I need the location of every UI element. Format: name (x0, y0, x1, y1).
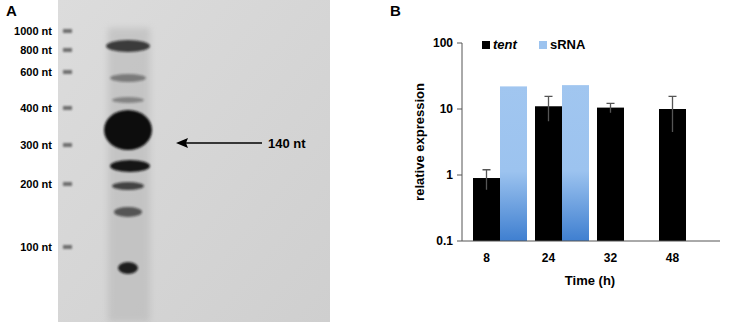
arrow (184, 142, 262, 144)
ladder-band (63, 245, 72, 249)
ladder-label: 300 nt (20, 139, 52, 151)
legend-label: sRNA (550, 37, 586, 52)
bar (535, 106, 562, 241)
x-axis (462, 241, 720, 242)
bar (500, 86, 527, 241)
ladder-band (63, 106, 72, 110)
y-tick (457, 241, 462, 242)
panel-b: 0.1 1 10 100 8 24 32 48 Time (h) relative express… (412, 36, 720, 288)
y-tick-label: 10 (440, 102, 454, 116)
y-tick-label: 1 (446, 168, 453, 182)
y-tick-label: 0.1 (436, 234, 453, 248)
band (112, 182, 144, 190)
blot-background (58, 0, 330, 322)
ladder-label: 1000 nt (14, 25, 52, 37)
figure: 1000 nt800 nt600 nt400 nt300 nt200 nt100… (0, 0, 745, 322)
ladder-label: 400 nt (20, 102, 52, 114)
lane-smear (108, 28, 150, 322)
error-bar (669, 96, 677, 131)
ladder-label: 100 nt (20, 241, 52, 253)
x-tick-label: 24 (542, 251, 556, 265)
legend-label: tent (493, 37, 518, 52)
ladder-band (63, 143, 72, 147)
bar (562, 85, 589, 241)
panel-label: B (390, 2, 401, 19)
ladder-band (63, 70, 72, 74)
y-axis-label: relative expression (412, 83, 427, 201)
y-axis (462, 43, 463, 241)
arrow-label: 140 nt (268, 136, 306, 151)
bars (473, 85, 686, 241)
ladder-band (63, 48, 72, 52)
band (112, 97, 144, 103)
x-tick-label: 32 (604, 251, 618, 265)
ladder-band (63, 29, 72, 33)
ladder-band (63, 182, 72, 186)
legend-swatch (539, 41, 547, 49)
bar (597, 108, 624, 241)
x-tick-label: 8 (483, 251, 490, 265)
error-bar (607, 103, 615, 112)
panel-a: 1000 nt 800 nt 600 nt 400 nt 300 nt 200 nt 100… (14, 0, 330, 322)
band (106, 40, 150, 52)
band (118, 262, 138, 274)
band (104, 110, 152, 150)
panel-label: A (6, 2, 17, 19)
arrow-head (176, 138, 188, 148)
x-tick-label: 48 (666, 251, 680, 265)
ladder-label: 600 nt (20, 66, 52, 78)
y-tick (457, 109, 462, 110)
band (110, 74, 146, 82)
y-tick (457, 43, 462, 44)
y-tick (457, 175, 462, 176)
band (114, 207, 142, 217)
legend-swatch (482, 41, 490, 49)
y-tick-label: 100 (433, 36, 453, 50)
ladder-label: 200 nt (20, 178, 52, 190)
legend: tent sRNA (482, 37, 586, 52)
error-bar (545, 96, 553, 121)
band (110, 160, 150, 172)
error-bar (483, 170, 491, 190)
x-axis-label: Time (h) (565, 273, 615, 288)
ladder-label: 800 nt (20, 44, 52, 56)
